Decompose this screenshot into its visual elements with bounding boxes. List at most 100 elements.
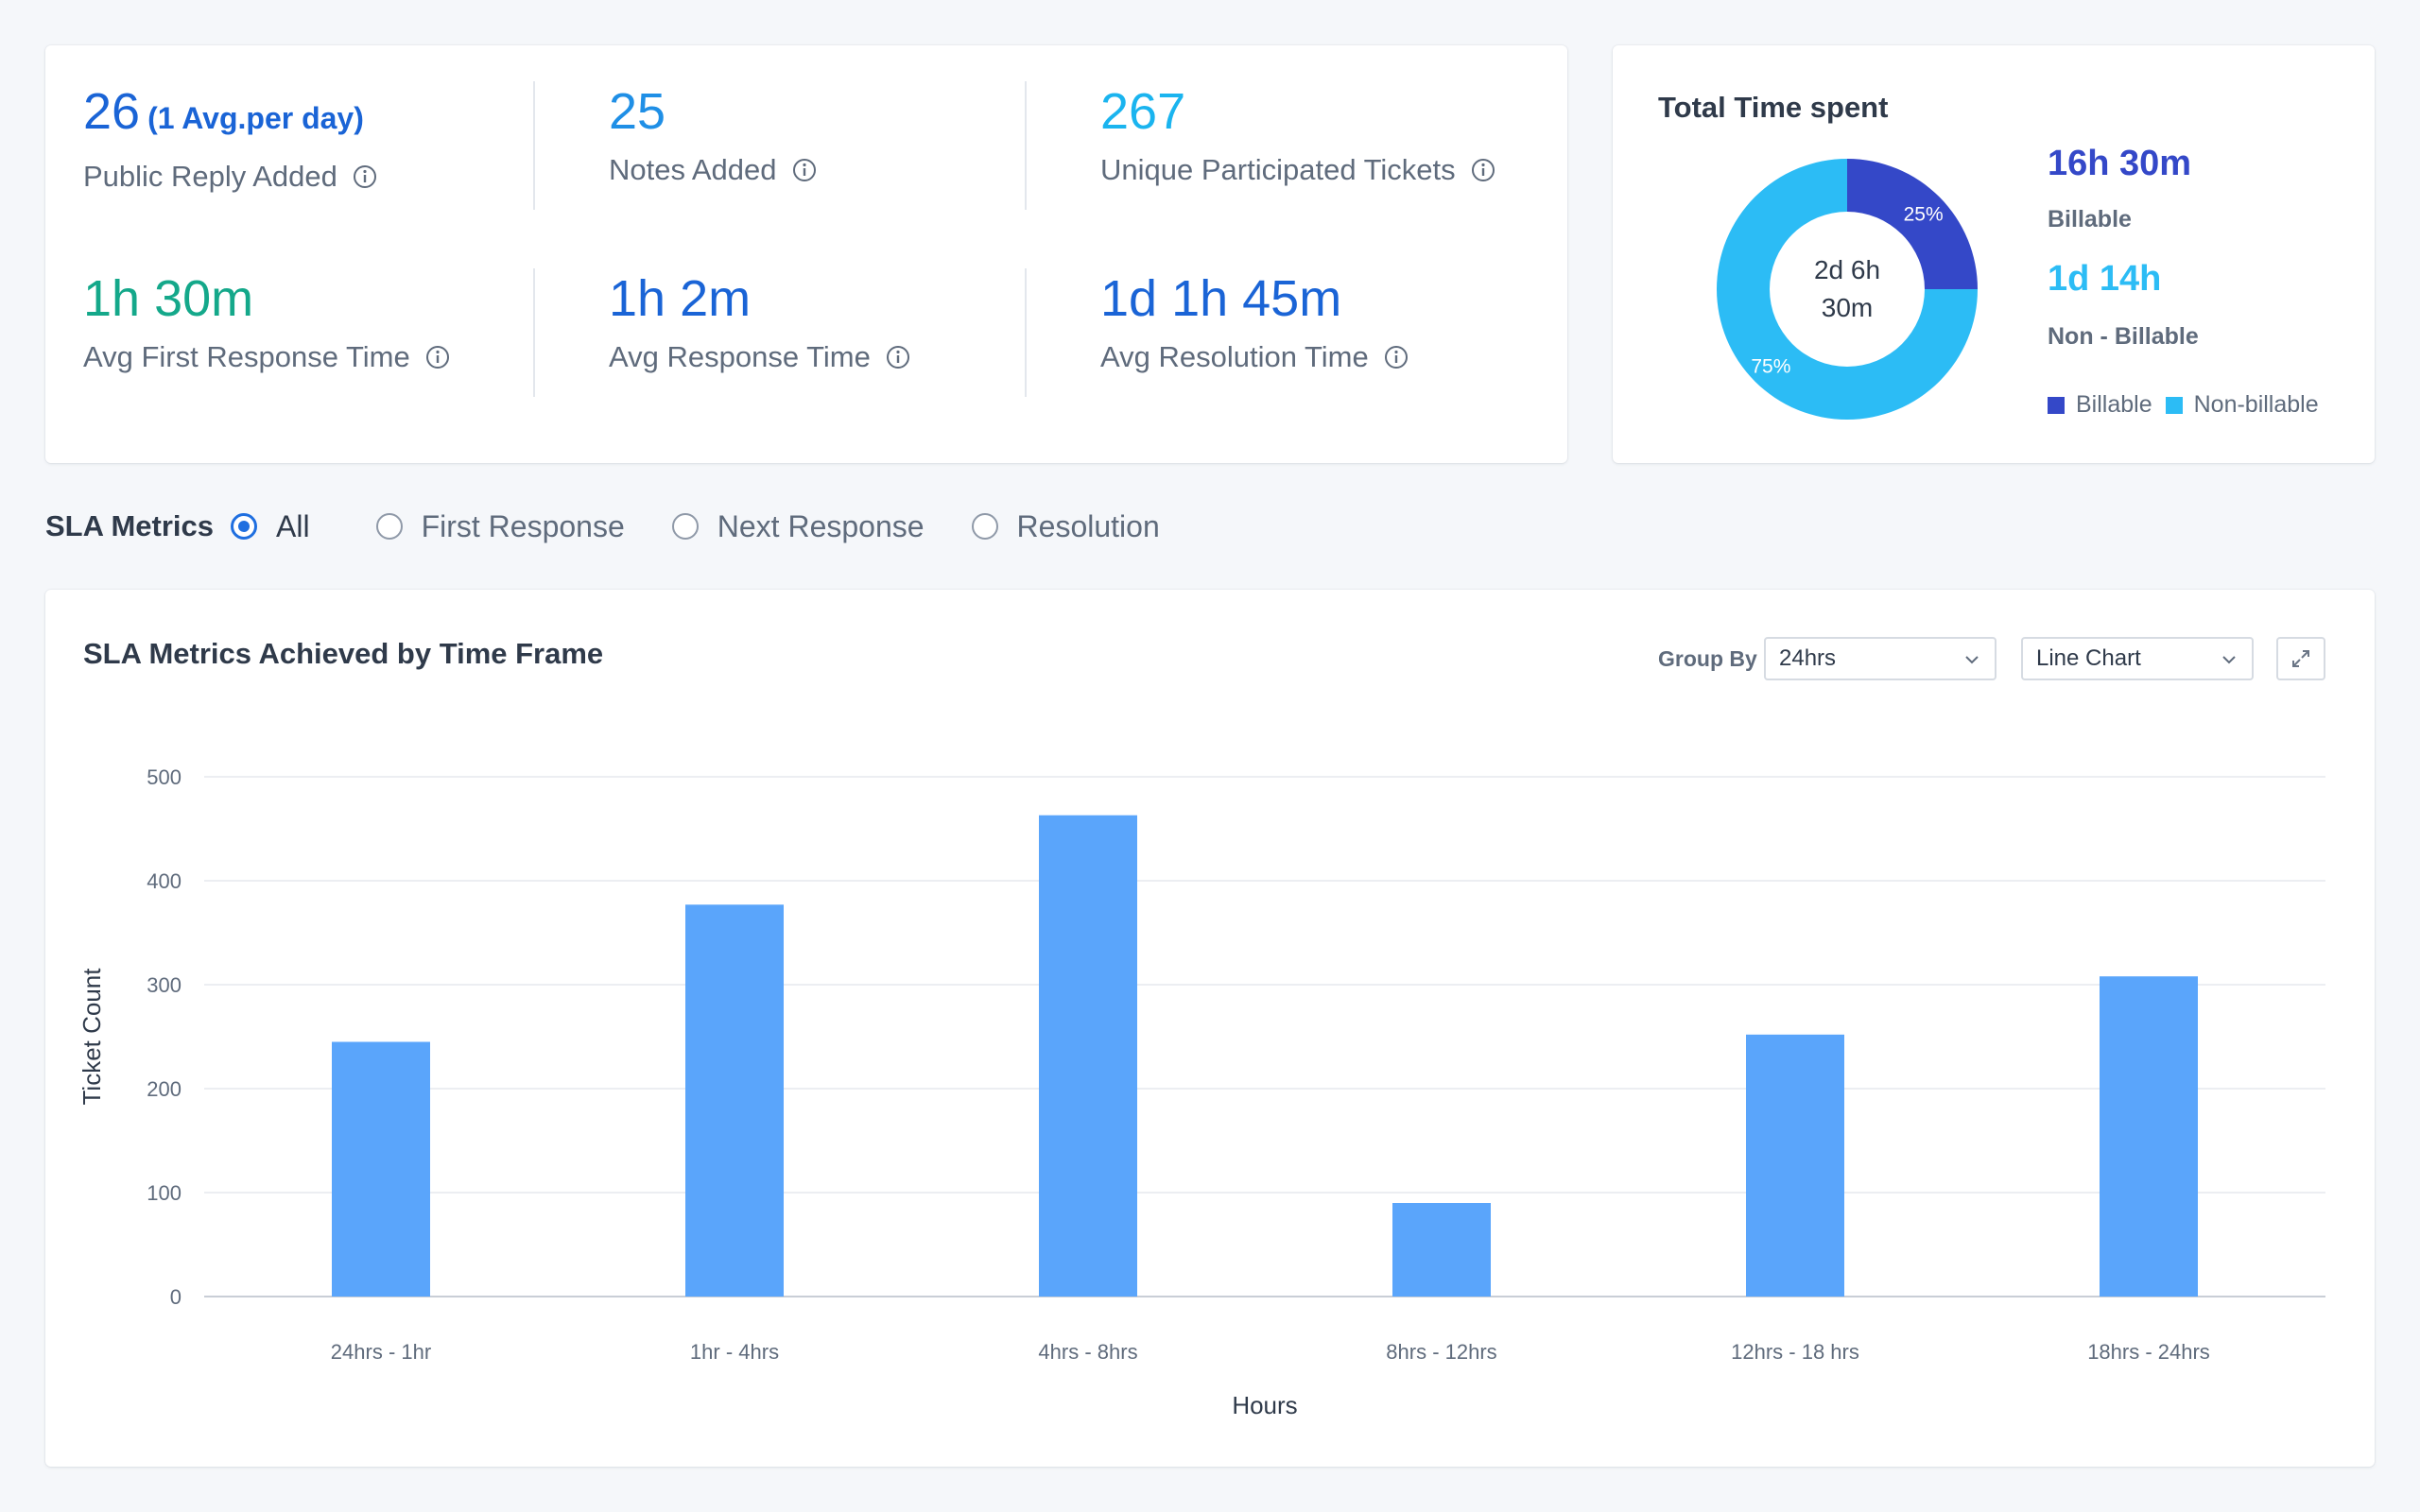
legend-swatch (2165, 396, 2183, 414)
stat-label-row: Notes Added (609, 153, 817, 187)
info-icon[interactable] (353, 164, 377, 189)
sla-metrics-label: SLA Metrics (45, 509, 215, 542)
stat-response: 1h 2m Avg Response Time (609, 270, 910, 374)
sla-bar-chart: 0 100 200 300 400 500 24hrs - 1hr 1hr - 4hrs 4hr… (78, 765, 2325, 1419)
info-icon[interactable] (1384, 345, 1409, 369)
stats-card: 26 (1 Avg.per day) Public Reply Added 25 … (45, 45, 1567, 463)
y-axis-label: Ticket Count (78, 968, 106, 1106)
stat-public-reply: 26 (1 Avg.per day) Public Reply Added (83, 83, 377, 194)
sla-filter-row: SLA Metrics All First Response Next Resp… (45, 503, 1160, 550)
nonbillable-value: 1d 14h (2048, 259, 2162, 299)
donut-slice-label: 75% (1751, 356, 1790, 378)
info-icon[interactable] (425, 345, 450, 369)
public-reply-avg: (1 Avg.per day) (147, 101, 364, 135)
y-tick-label: 100 (147, 1181, 182, 1205)
divider (533, 81, 535, 210)
radio-first-response[interactable]: First Response (375, 508, 625, 544)
y-tick-label: 200 (147, 1077, 182, 1101)
radio-all[interactable]: All (231, 509, 310, 544)
billable-label: Billable (2048, 206, 2132, 232)
first-response-value: 1h 30m (83, 270, 254, 327)
chart-type-select[interactable]: Line Chart (2021, 637, 2254, 680)
group-by-value: 24hrs (1779, 645, 1837, 671)
donut-slice-nonbillable[interactable] (1717, 159, 1978, 420)
y-tick-label: 400 (147, 869, 182, 893)
stat-resolution: 1d 1h 45m Avg Resolution Time (1100, 270, 1409, 374)
radio-dot[interactable] (671, 513, 699, 540)
donut-center-total: 2d 6h 30m (1715, 157, 1979, 421)
x-axis-label: Hours (1232, 1391, 1297, 1419)
bar[interactable] (1039, 815, 1137, 1297)
stat-label-row: Unique Participated Tickets (1100, 153, 1495, 187)
expand-icon (2292, 650, 2309, 667)
radio-label: Next Response (717, 508, 925, 543)
info-icon[interactable] (886, 345, 910, 369)
resolution-value: 1d 1h 45m (1100, 270, 1342, 327)
stat-label-row: Avg Resolution Time (1100, 340, 1409, 374)
y-tick-label: 0 (170, 1285, 182, 1309)
divider (1025, 81, 1027, 210)
donut-center-line1: 2d 6h (1813, 255, 1881, 284)
radio-label: Resolution (1016, 508, 1160, 543)
radio-label: All (276, 508, 310, 543)
info-icon[interactable] (1471, 158, 1495, 182)
divider (1025, 268, 1027, 397)
legend-nonbillable: Non-billable (2165, 391, 2319, 419)
bar[interactable] (1746, 1034, 1844, 1297)
radio-next-response[interactable]: Next Response (671, 508, 925, 544)
x-tick-label: 4hrs - 8hrs (1038, 1340, 1137, 1364)
resolution-label: Avg Resolution Time (1100, 340, 1369, 373)
divider (533, 268, 535, 397)
radio-dot[interactable] (231, 513, 258, 540)
group-by-select[interactable]: 24hrs (1764, 637, 1996, 680)
total-time-card: Total Time spent 25% 75% 2d 6h 30m 16h 30… (1613, 45, 2375, 463)
billable-value: 16h 30m (2048, 144, 2192, 183)
chevron-down-icon (2222, 656, 2236, 664)
radio-dot[interactable] (971, 513, 998, 540)
nonbillable-label: Non - Billable (2048, 323, 2199, 350)
donut-slice-billable[interactable] (1847, 159, 1978, 289)
public-reply-count: 26 (83, 83, 141, 140)
y-tick-label: 300 (147, 973, 182, 997)
radio-resolution[interactable]: Resolution (971, 508, 1160, 544)
public-reply-label: Public Reply Added (83, 160, 337, 193)
legend-swatch (2048, 396, 2065, 414)
x-tick-label: 12hrs - 18 hrs (1731, 1340, 1859, 1364)
first-response-label: Avg First Response Time (83, 340, 410, 373)
radio-dot[interactable] (375, 513, 403, 540)
notes-label: Notes Added (609, 153, 777, 186)
time-donut-chart: 25% 75% (1717, 159, 1978, 420)
y-tick-label: 500 (147, 765, 182, 789)
stat-label-row: Avg First Response Time (83, 340, 450, 374)
bar[interactable] (1392, 1203, 1491, 1297)
chevron-down-icon (1965, 656, 1979, 664)
radio-label: First Response (421, 508, 625, 543)
legend-label: Non-billable (2193, 391, 2319, 418)
legend-billable: Billable (2048, 391, 2152, 419)
stat-tickets: 267 Unique Participated Tickets (1100, 83, 1495, 187)
stat-first-response: 1h 30m Avg First Response Time (83, 270, 450, 374)
stat-label-row: Public Reply Added (83, 160, 377, 194)
donut-slice-label: 25% (1904, 203, 1944, 225)
info-icon[interactable] (792, 158, 817, 182)
donut-center-line2: 30m (1821, 293, 1874, 322)
stat-label-row: Avg Response Time (609, 340, 910, 374)
bar[interactable] (685, 904, 784, 1297)
response-value: 1h 2m (609, 270, 752, 327)
total-time-title: Total Time spent (1658, 91, 1889, 124)
x-tick-label: 8hrs - 12hrs (1386, 1340, 1496, 1364)
tickets-count: 267 (1100, 83, 1186, 140)
chart-type-value: Line Chart (2036, 645, 2141, 671)
response-label: Avg Response Time (609, 340, 871, 373)
x-tick-label: 1hr - 4hrs (690, 1340, 779, 1364)
bar[interactable] (332, 1041, 430, 1297)
expand-button[interactable] (2276, 637, 2325, 680)
stat-value: 26 (1 Avg.per day) (83, 83, 377, 146)
legend-label: Billable (2076, 391, 2152, 418)
stat-notes: 25 Notes Added (609, 83, 817, 187)
x-tick-label: 24hrs - 1hr (331, 1340, 431, 1364)
tickets-label: Unique Participated Tickets (1100, 153, 1456, 186)
bar[interactable] (2100, 976, 2198, 1297)
sla-chart-card: 0 100 200 300 400 500 24hrs - 1hr 1hr - 4hrs 4hr… (45, 590, 2375, 1467)
x-tick-label: 18hrs - 24hrs (2087, 1340, 2210, 1364)
